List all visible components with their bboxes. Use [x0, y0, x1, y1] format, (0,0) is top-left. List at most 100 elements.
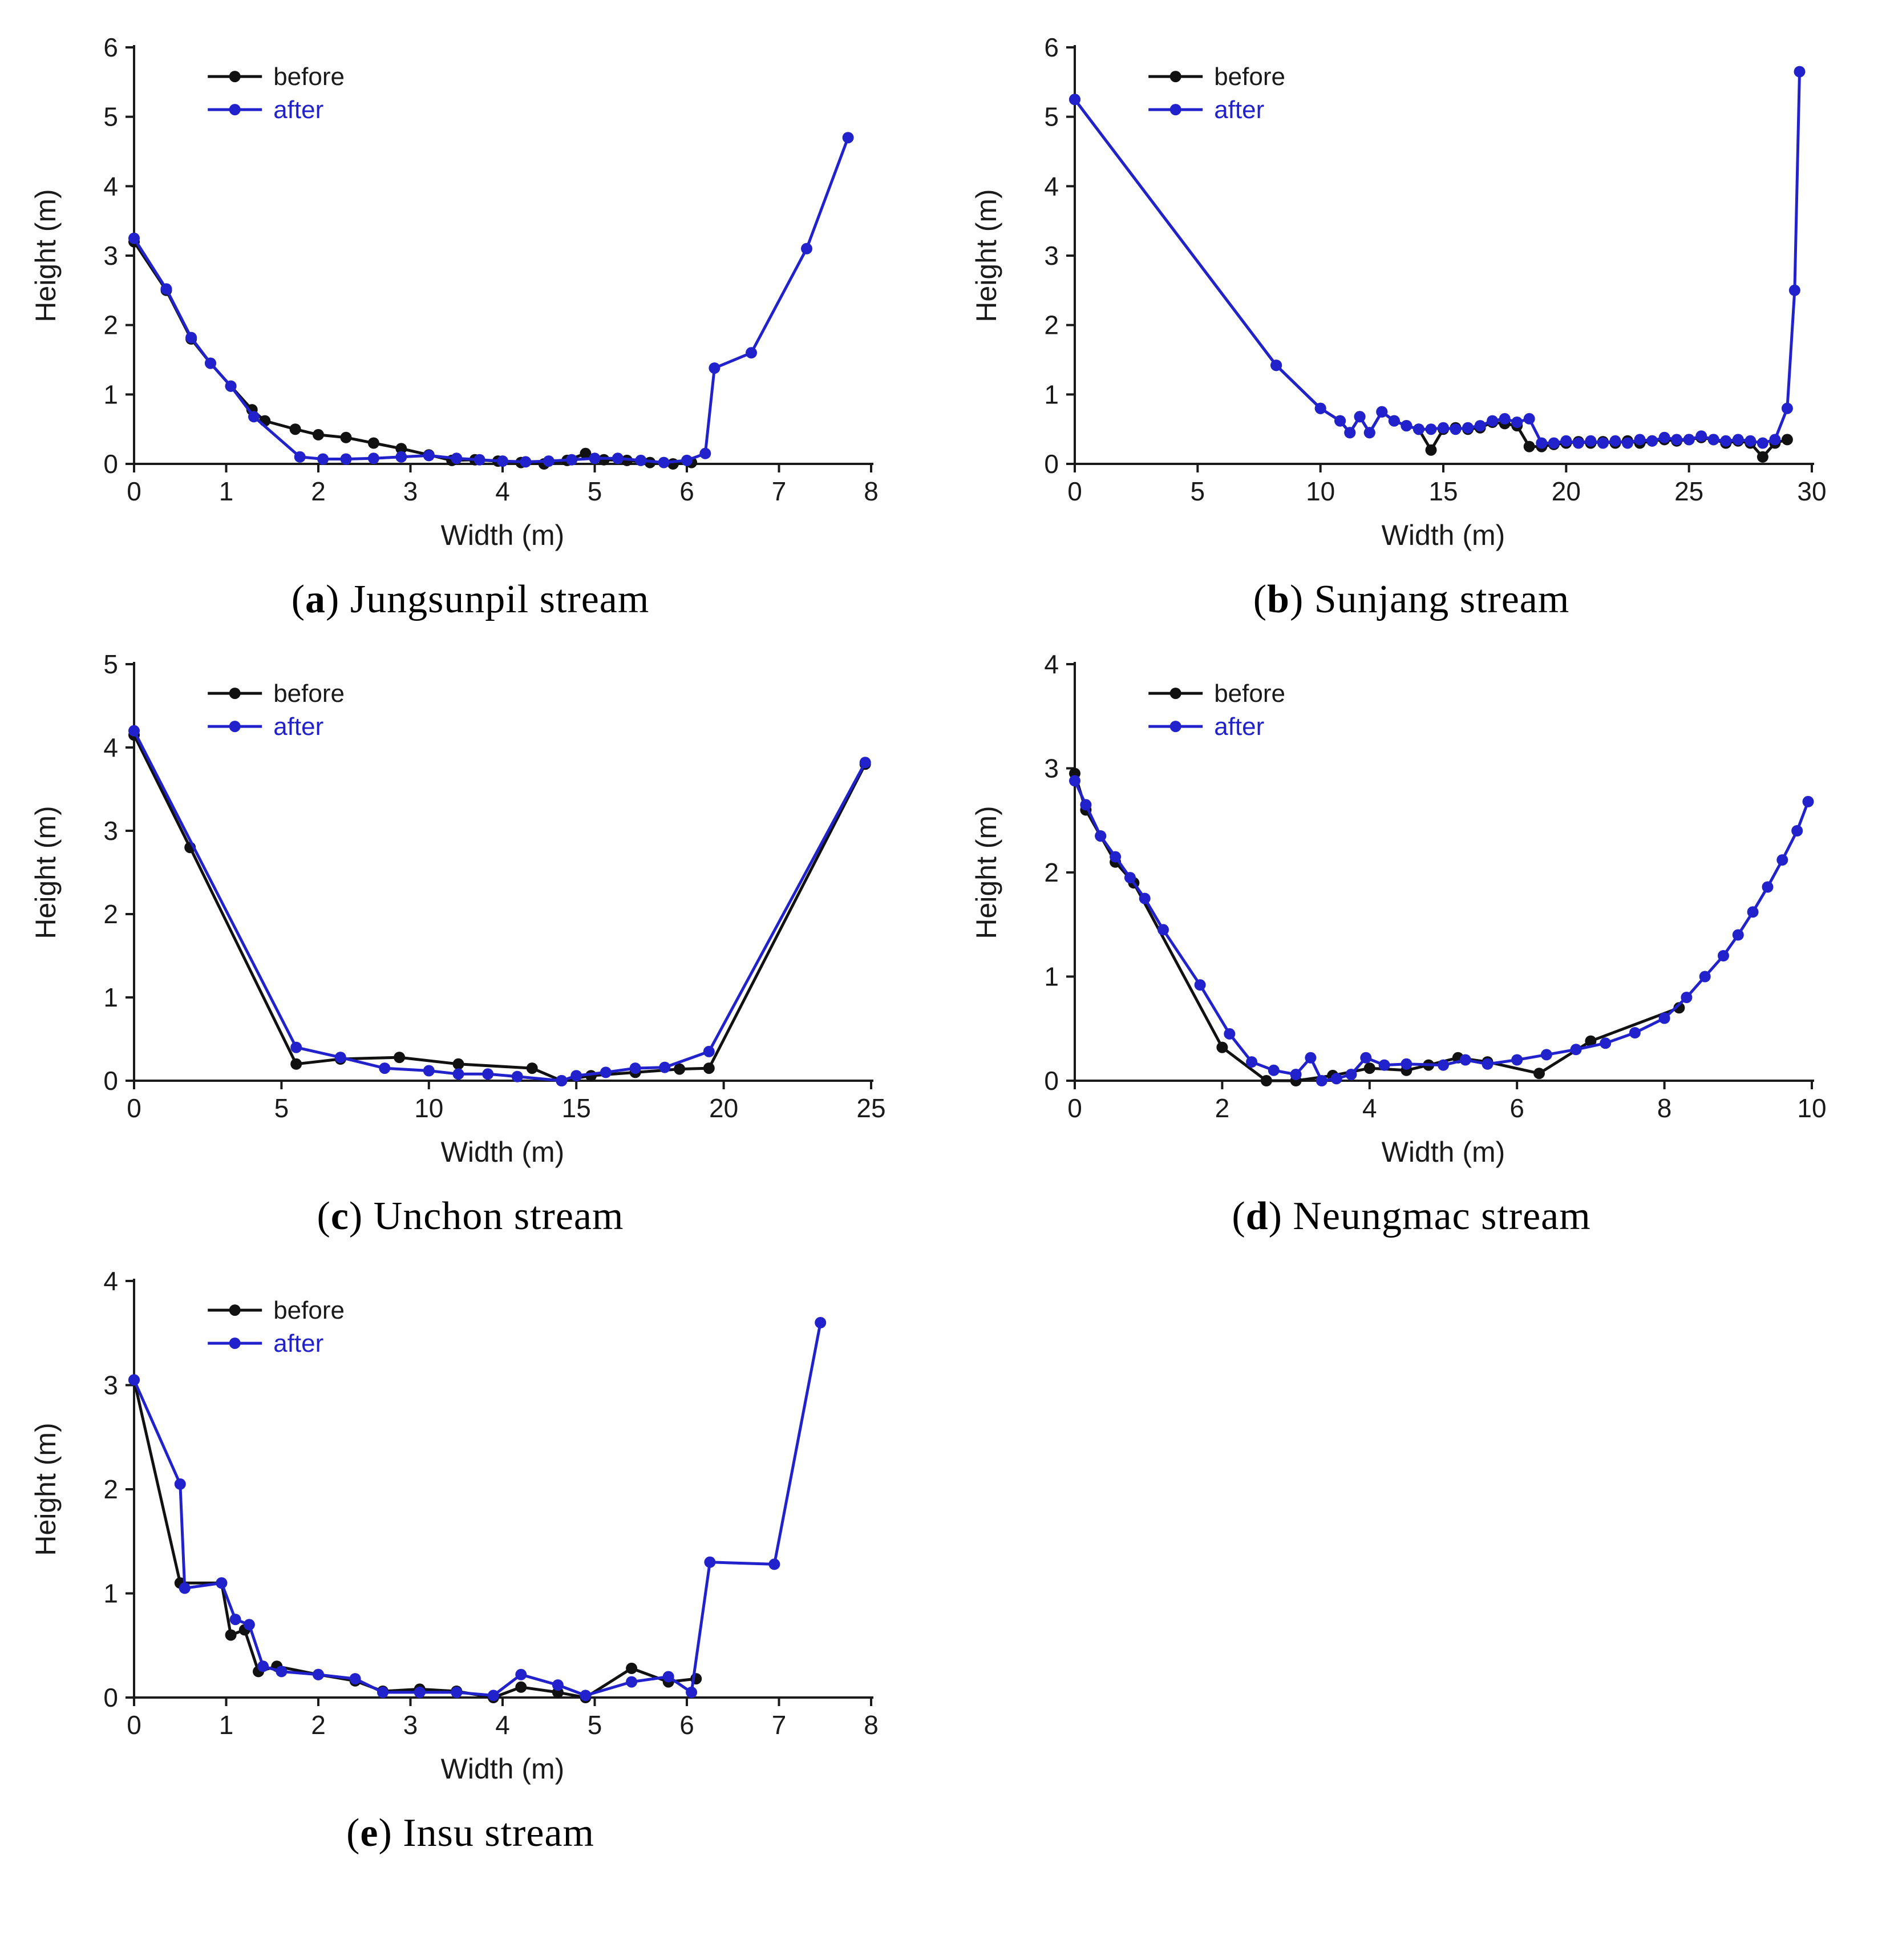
series-marker-after — [1412, 423, 1424, 435]
series-marker-after — [555, 1075, 567, 1086]
series-marker-after — [1069, 775, 1080, 787]
y-axis-title: Height (m) — [30, 806, 62, 939]
series-marker-after — [1781, 402, 1793, 414]
chart-d-caption: (d) Neungmac stream — [1232, 1194, 1590, 1239]
series-marker-after — [1791, 825, 1803, 836]
y-tick-label: 4 — [1044, 649, 1059, 679]
legend-marker-after — [1169, 104, 1181, 116]
series-marker-after — [294, 451, 306, 463]
series-marker-after — [185, 332, 197, 343]
x-tick-label: 10 — [414, 1093, 443, 1123]
chart-b-figure: 0 5 10 15 20 25 30 0 1 2 3 4 5 6 Width (m) Height (m) be… — [941, 6, 1882, 623]
caption-paren-open: ( — [346, 1811, 361, 1855]
legend-marker-after — [1169, 721, 1181, 733]
series-marker-after — [349, 1673, 361, 1685]
x-axis-title: Width (m) — [440, 1753, 564, 1785]
y-tick-label: 2 — [1044, 310, 1059, 340]
y-tick-label: 4 — [103, 171, 118, 201]
x-tick-label: 5 — [587, 476, 602, 506]
series-marker-after — [1487, 415, 1499, 427]
series-marker-after — [1695, 430, 1707, 442]
series-marker-after — [1646, 435, 1658, 447]
series-marker-after — [589, 452, 600, 464]
series-marker-after — [814, 1317, 826, 1328]
series-marker-after — [800, 243, 812, 254]
y-tick-label: 4 — [103, 733, 118, 762]
x-tick-label: 15 — [561, 1093, 590, 1123]
legend-marker-after — [229, 721, 241, 733]
series-marker-after — [367, 452, 379, 464]
series-marker-after — [1499, 413, 1511, 425]
series-line-after — [132, 1322, 822, 1697]
y-tick-label: 2 — [103, 899, 118, 929]
legend-marker-before — [229, 1304, 241, 1316]
series-marker-after — [745, 347, 757, 359]
legend-marker-after — [229, 104, 241, 116]
series-marker-before — [1523, 441, 1535, 452]
series-marker-after — [634, 454, 646, 466]
series-marker-before — [1585, 1035, 1597, 1047]
caption-paren-close: ) — [326, 577, 340, 621]
series-marker-after — [128, 725, 140, 737]
legend-marker-before — [229, 688, 241, 700]
series-marker-after — [1732, 929, 1744, 941]
series-marker-after — [275, 1666, 287, 1678]
x-tick-label: 5 — [274, 1093, 289, 1123]
x-tick-label: 4 — [1362, 1093, 1377, 1123]
series-marker-before — [1673, 1002, 1685, 1014]
series-marker-after — [1600, 1037, 1612, 1049]
series-marker-after — [1776, 854, 1788, 866]
series-marker-after — [511, 1070, 523, 1082]
series-marker-after — [1450, 423, 1462, 435]
chart-a-figure: 0 1 2 3 4 5 6 7 8 0 1 2 3 4 5 6 Width (m) Height (m) befor… — [0, 6, 941, 623]
y-tick-label: 1 — [1044, 962, 1059, 992]
series-marker-after — [1762, 881, 1774, 893]
series-marker-after — [174, 1478, 186, 1490]
series-marker-after — [1246, 1056, 1258, 1068]
chart-canvas: 0 5 10 15 20 25 30 0 1 2 3 4 5 6 Width (m) Height (m) be… — [970, 33, 1827, 551]
caption-paren-open: ( — [317, 1194, 331, 1238]
chart-b-plot: 0 5 10 15 20 25 30 0 1 2 3 4 5 6 Width (m) Height (m) be… — [970, 33, 1827, 551]
y-tick-label: 1 — [103, 1579, 118, 1609]
x-tick-label: 6 — [1509, 1093, 1524, 1123]
caption-paren-close: ) — [378, 1811, 392, 1855]
series-marker-after — [1438, 1059, 1449, 1071]
series-marker-after — [1788, 284, 1800, 296]
series-marker-after — [1345, 1069, 1357, 1080]
series-marker-after — [1069, 94, 1080, 106]
caption-text: Insu stream — [392, 1811, 594, 1855]
series-marker-after — [423, 450, 435, 462]
series-marker-after — [570, 1070, 582, 1082]
x-tick-label: 3 — [403, 1710, 418, 1740]
series-marker-after — [496, 455, 508, 467]
y-tick-label: 0 — [1044, 449, 1059, 479]
series-line-before — [132, 734, 867, 1082]
series-marker-after — [1671, 434, 1683, 446]
x-tick-label: 7 — [771, 476, 786, 506]
y-axis-title: Height (m) — [30, 189, 62, 322]
series-marker-after — [1802, 795, 1814, 807]
legend-label-before: before — [273, 63, 345, 91]
y-tick-label: 3 — [103, 816, 118, 846]
series-marker-after — [565, 454, 577, 466]
legend-label-before: before — [1214, 63, 1285, 91]
series-marker-after — [1747, 906, 1759, 918]
caption-letter: d — [1245, 1194, 1269, 1238]
series-marker-after — [257, 1660, 269, 1672]
series-marker-after — [1314, 402, 1326, 414]
empty-grid-cell — [941, 1239, 1882, 1856]
x-tick-label: 1 — [218, 1710, 233, 1740]
y-axis-title: Height (m) — [970, 806, 1002, 939]
y-tick-label: 0 — [103, 1066, 118, 1096]
series-marker-after — [243, 1619, 255, 1631]
series-marker-after — [215, 1577, 227, 1589]
series-marker-after — [1268, 1064, 1280, 1076]
series-marker-after — [658, 1061, 670, 1073]
series-marker-after — [543, 455, 555, 467]
series-marker-after — [1511, 1054, 1523, 1066]
legend-label-after: after — [1214, 713, 1264, 741]
series-marker-after — [1110, 851, 1122, 863]
series-marker-after — [334, 1052, 346, 1064]
series-marker-after — [248, 411, 260, 423]
